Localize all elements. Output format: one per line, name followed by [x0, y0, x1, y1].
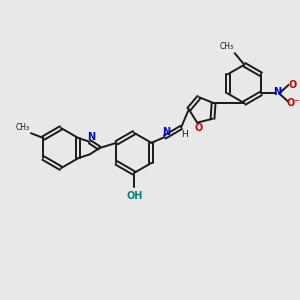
- Text: N: N: [87, 132, 95, 142]
- Text: N: N: [273, 87, 281, 97]
- Text: H: H: [181, 130, 188, 139]
- Text: O: O: [289, 80, 297, 90]
- Text: OH: OH: [127, 191, 143, 201]
- Text: CH₃: CH₃: [16, 123, 30, 132]
- Text: ⁺: ⁺: [280, 88, 284, 94]
- Text: CH₃: CH₃: [220, 42, 234, 51]
- Text: N: N: [162, 127, 170, 137]
- Text: O⁻: O⁻: [287, 98, 300, 108]
- Text: O: O: [195, 123, 203, 134]
